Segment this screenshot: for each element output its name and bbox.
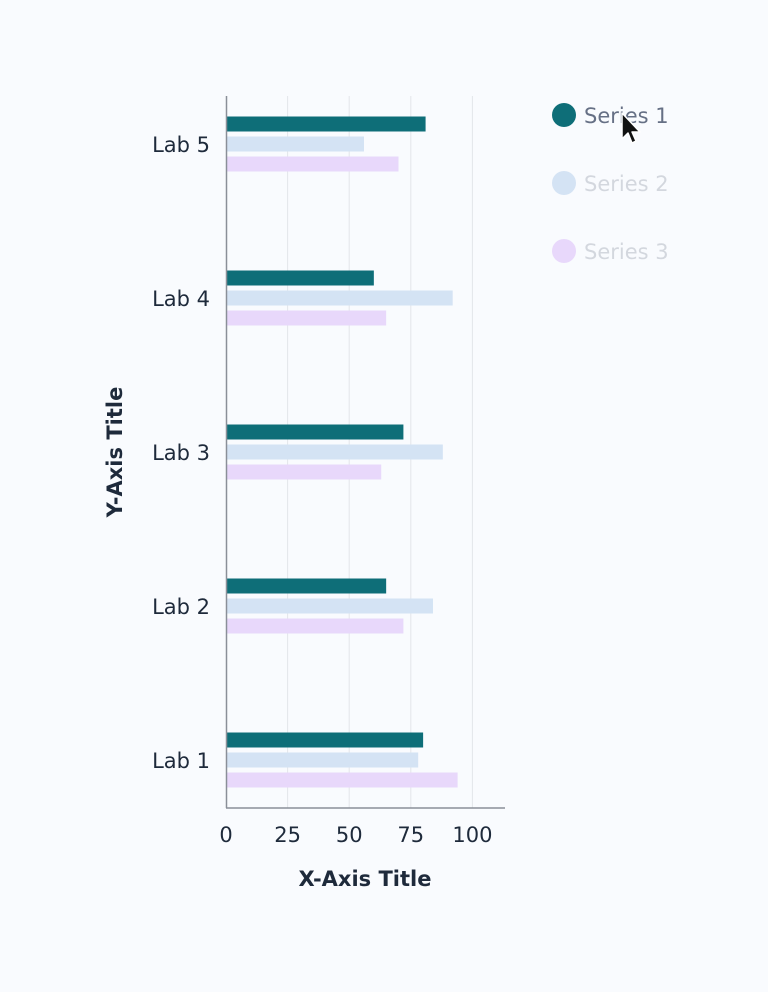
- x-tick-labels: 0 25 50 75 100: [219, 823, 492, 847]
- y-category-label: Lab 4: [152, 287, 210, 311]
- bar-series-3-lab-3[interactable]: [226, 464, 382, 480]
- bars: [226, 116, 458, 788]
- mouse-cursor-icon: [621, 112, 641, 144]
- legend-label-series-3[interactable]: Series 3: [584, 240, 669, 264]
- legend-marker-series-2[interactable]: [552, 171, 576, 195]
- y-axis-title: Y-Axis Title: [103, 387, 127, 519]
- bar-series-1-lab-1[interactable]: [226, 732, 424, 748]
- y-category-label: Lab 2: [152, 595, 210, 619]
- bar-series-2-lab-2[interactable]: [226, 598, 433, 614]
- legend-marker-series-3[interactable]: [552, 239, 576, 263]
- x-tick-label: 100: [452, 823, 492, 847]
- bar-series-2-lab-4[interactable]: [226, 290, 453, 306]
- x-tick-label: 25: [274, 823, 301, 847]
- legend-marker-series-1[interactable]: [552, 103, 576, 127]
- bar-series-1-lab-5[interactable]: [226, 116, 426, 132]
- bar-series-3-lab-4[interactable]: [226, 310, 387, 326]
- y-category-label: Lab 1: [152, 749, 210, 773]
- y-category-label: Lab 5: [152, 133, 210, 157]
- y-category-labels: Lab 1 Lab 2 Lab 3 Lab 4 Lab 5: [152, 133, 210, 773]
- y-category-label: Lab 3: [152, 441, 210, 465]
- legend-label-series-2[interactable]: Series 2: [584, 172, 669, 196]
- bar-series-1-lab-2[interactable]: [226, 578, 387, 594]
- x-tick-label: 75: [397, 823, 424, 847]
- bar-series-3-lab-2[interactable]: [226, 618, 404, 634]
- axes: [225, 96, 505, 809]
- bar-series-2-lab-5[interactable]: [226, 136, 364, 152]
- x-tick-label: 0: [219, 823, 232, 847]
- bar-series-2-lab-1[interactable]: [226, 752, 419, 768]
- bar-series-2-lab-3[interactable]: [226, 444, 443, 460]
- x-axis-title: X-Axis Title: [298, 867, 431, 891]
- bar-series-1-lab-3[interactable]: [226, 424, 404, 440]
- x-tick-label: 50: [336, 823, 363, 847]
- bar-series-3-lab-5[interactable]: [226, 156, 399, 172]
- bar-series-3-lab-1[interactable]: [226, 772, 458, 788]
- bar-series-1-lab-4[interactable]: [226, 270, 374, 286]
